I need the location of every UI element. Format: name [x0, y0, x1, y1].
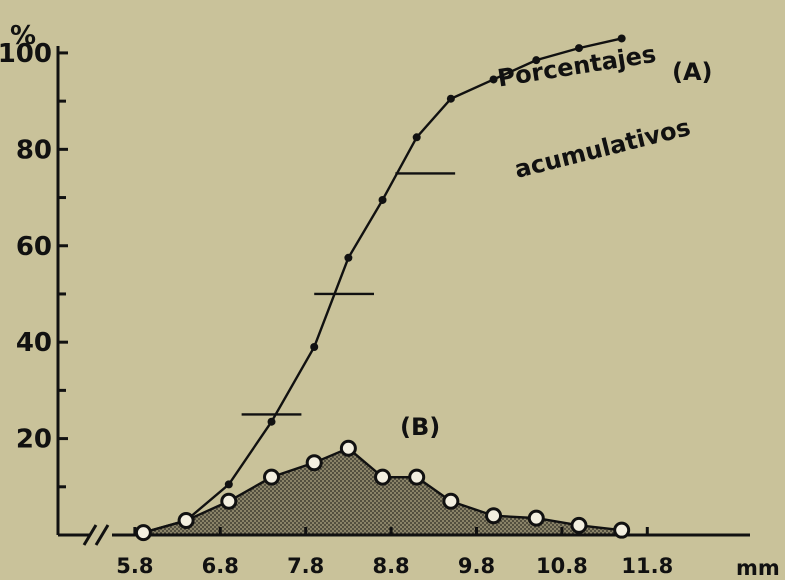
- series-b-label: (B): [400, 413, 440, 441]
- series-b-point: [305, 454, 323, 472]
- series-b-point: [570, 516, 588, 534]
- series-b-point: [339, 439, 357, 457]
- series-a-point: [446, 94, 455, 103]
- y-axis-label: %: [10, 21, 36, 51]
- series-b-point: [220, 492, 238, 510]
- series-b-point: [177, 512, 195, 530]
- axis-break-mark: [82, 524, 98, 546]
- x-tick-label: 7.8: [287, 554, 324, 578]
- series-a-annotation-line2: acumulativos: [512, 113, 694, 184]
- y-tick-label: 60: [16, 232, 52, 262]
- x-tick-label: 10.8: [536, 554, 588, 578]
- series-b-point: [134, 524, 152, 542]
- series-a-point: [267, 417, 276, 426]
- x-tick-label: 8.8: [372, 554, 409, 578]
- series-b-point: [613, 521, 631, 539]
- y-tick-label: 80: [16, 135, 52, 165]
- x-tick-label: 6.8: [202, 554, 239, 578]
- y-tick-label: 20: [16, 425, 52, 455]
- series-a-point: [574, 44, 583, 53]
- axis-break-mark: [94, 524, 110, 546]
- x-tick-label: 11.8: [621, 554, 673, 578]
- series-a-point: [344, 253, 353, 262]
- series-b-point: [408, 468, 426, 486]
- y-tick-label: 100: [0, 39, 52, 69]
- series-a-line: [143, 37, 622, 534]
- series-b-area: [143, 448, 622, 535]
- series-b-point: [442, 492, 460, 510]
- series-a-point: [489, 75, 498, 84]
- series-a-point: [378, 195, 387, 204]
- x-tick-label: 5.8: [116, 554, 153, 578]
- y-tick-label: 40: [16, 328, 52, 358]
- series-b-point: [374, 468, 392, 486]
- series-b-point: [527, 509, 545, 527]
- series-a-point: [310, 342, 319, 351]
- series-a-annotation-line1: ·Porcentajes: [487, 40, 658, 94]
- series-a-point: [224, 480, 233, 489]
- series-a-point: [617, 34, 626, 43]
- series-a-point: [532, 56, 541, 65]
- x-axis-unit: mm: [736, 556, 780, 580]
- series-b-point: [263, 468, 281, 486]
- series-b-point: [485, 507, 503, 525]
- series-a-label: (A): [672, 58, 713, 86]
- series-a-point: [412, 133, 421, 142]
- x-tick-label: 9.8: [458, 554, 495, 578]
